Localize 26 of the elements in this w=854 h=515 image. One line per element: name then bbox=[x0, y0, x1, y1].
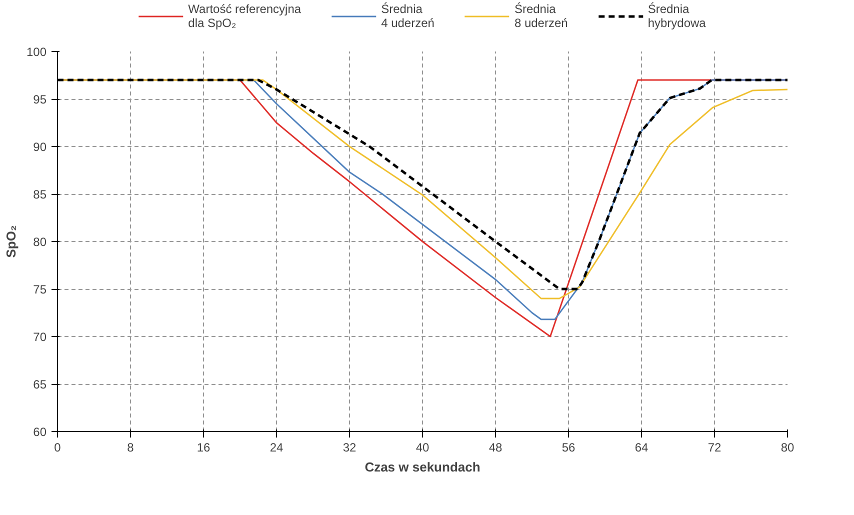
x-tick-label: 40 bbox=[416, 440, 430, 454]
x-tick-label: 24 bbox=[270, 440, 284, 454]
x-tick-label: 0 bbox=[54, 440, 62, 454]
legend-label: Wartość referencyjna dla SpO₂ bbox=[188, 2, 302, 30]
y-tick-label: 80 bbox=[33, 235, 47, 249]
y-axis-title: SpO₂ bbox=[3, 225, 18, 258]
y-tick-label: 70 bbox=[33, 330, 47, 344]
x-axis-title: Czas w sekundach bbox=[364, 460, 480, 474]
x-tick-label: 72 bbox=[708, 440, 722, 454]
legend-label: Średnia 4 uderzeń bbox=[381, 2, 434, 30]
y-tick-label: 85 bbox=[33, 188, 47, 202]
legend-label: Średnia 8 uderzeń bbox=[514, 2, 568, 30]
y-tick-label: 95 bbox=[33, 92, 47, 106]
x-tick-label: 64 bbox=[634, 440, 648, 454]
y-tick-label: 100 bbox=[26, 45, 47, 59]
x-tick-label: 8 bbox=[127, 440, 134, 454]
x-tick-label: 32 bbox=[342, 440, 356, 454]
y-tick-label: 90 bbox=[33, 140, 47, 154]
y-tick-label: 60 bbox=[33, 425, 47, 439]
x-tick-label: 56 bbox=[562, 440, 576, 454]
legend-label: Średnia hybrydowa bbox=[648, 2, 706, 30]
x-tick-label: 80 bbox=[780, 440, 794, 454]
y-tick-label: 75 bbox=[33, 282, 47, 296]
x-tick-label: 16 bbox=[196, 440, 210, 454]
y-tick-label: 65 bbox=[33, 378, 47, 392]
x-tick-label: 48 bbox=[488, 440, 502, 454]
